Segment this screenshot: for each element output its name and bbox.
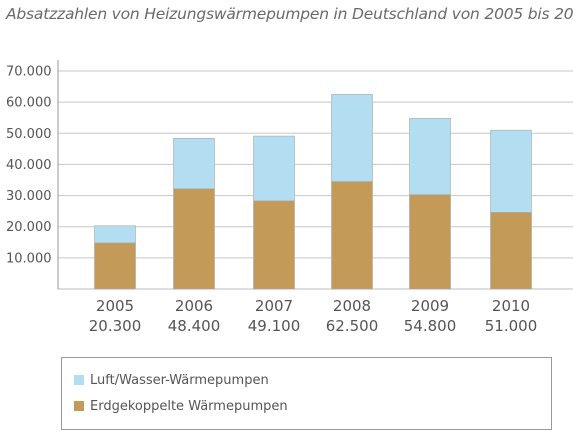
legend-label-erdgekoppelt: Erdgekoppelte Wärmepumpen (90, 398, 288, 414)
bar-segment-luft-wasser (253, 135, 295, 202)
x-category-year: 2007 (255, 297, 293, 315)
bar-segment-erdgekoppelt (173, 188, 215, 290)
y-tick-label: 40.000 (6, 158, 52, 173)
x-category-year: 2009 (411, 297, 449, 315)
x-category-total: 51.000 (485, 317, 538, 335)
y-tick-label: 20.000 (6, 220, 52, 235)
gridlines (58, 70, 573, 290)
legend-item-erdgekoppelt: Erdgekoppelte Wärmepumpen (74, 398, 288, 414)
bar-segment-erdgekoppelt (409, 194, 451, 290)
bar-segment-erdgekoppelt (490, 212, 532, 290)
y-tick-label: 50.000 (6, 127, 52, 142)
legend-label-luft-wasser: Luft/Wasser-Wärmepumpen (90, 372, 269, 388)
x-category-year: 2005 (96, 297, 134, 315)
x-category-year: 2008 (333, 297, 371, 315)
bar-segment-erdgekoppelt (94, 242, 136, 290)
x-axis-categories: 2005 20.300 2006 48.400 2007 49.100 2008 62.500… (89, 297, 538, 335)
bar-segment-luft-wasser (173, 137, 215, 190)
bar-segment-luft-wasser (409, 118, 451, 195)
y-tick-label: 60.000 (6, 96, 52, 111)
x-category-total: 54.800 (404, 317, 457, 335)
y-tick-label: 70.000 (6, 65, 52, 80)
chart-title: Absatzzahlen von Heizungswärmepumpen in … (6, 5, 573, 23)
y-axis-ticks: 10.000 20.000 30.000 40.000 50.000 60.000 70.0… (6, 65, 52, 267)
x-category-total: 62.500 (326, 317, 379, 335)
bar-segment-erdgekoppelt (331, 181, 373, 290)
x-category-total: 48.400 (168, 317, 221, 335)
x-category-total: 49.100 (248, 317, 301, 335)
x-category-total: 20.300 (89, 317, 142, 335)
x-category-year: 2006 (175, 297, 213, 315)
y-tick-label: 30.000 (6, 189, 52, 204)
x-category-year: 2010 (492, 297, 530, 315)
stacked-bar-chart: 10.000 20.000 30.000 40.000 50.000 60.000 70.0… (6, 60, 573, 335)
legend: Luft/Wasser-Wärmepumpen Erdgekoppelte Wä… (61, 357, 552, 430)
bars (94, 94, 532, 290)
y-tick-label: 10.000 (6, 251, 52, 266)
legend-item-luft-wasser: Luft/Wasser-Wärmepumpen (74, 372, 269, 388)
legend-swatch-luft-wasser (74, 375, 84, 385)
bar-segment-luft-wasser (490, 129, 532, 213)
bar-segment-erdgekoppelt (253, 200, 295, 290)
bar-segment-luft-wasser (331, 94, 373, 182)
bar-segment-luft-wasser (94, 225, 136, 244)
legend-swatch-erdgekoppelt (74, 401, 84, 411)
